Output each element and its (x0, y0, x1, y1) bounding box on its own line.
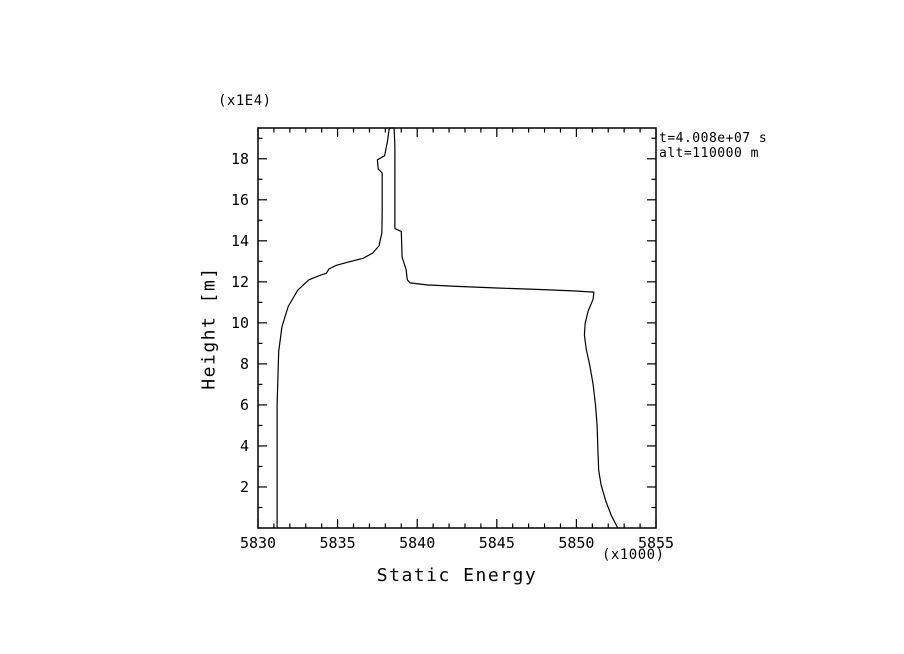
x-tick-label: 5845 (479, 534, 515, 552)
x-tick-label: 5835 (320, 534, 356, 552)
y-tick-label: 6 (240, 396, 249, 414)
static-energy-profile (276, 127, 619, 529)
x-axis-title: Static Energy (376, 565, 538, 586)
x-tick-label: 5830 (240, 534, 276, 552)
annotation-block: t=4.008e+07 s alt=110000 m (659, 131, 767, 161)
annotation-altitude: alt=110000 m (659, 146, 759, 161)
y-tick-label: 8 (240, 355, 249, 373)
y-tick-label: 16 (231, 191, 249, 209)
y-tick-label: 10 (231, 314, 249, 332)
y-axis-title: Height [m] (198, 266, 220, 390)
x-tick-label: 5840 (399, 534, 435, 552)
plot-frame (257, 127, 657, 529)
y-tick-label: 18 (231, 150, 249, 168)
y-tick-label: 4 (240, 437, 249, 455)
annotation-time: t=4.008e+07 s (659, 131, 768, 146)
x-tick-label: 5855 (638, 534, 674, 552)
y-tick-label: 2 (240, 478, 249, 496)
x-tick-label: 5850 (558, 534, 594, 552)
y-tick-label: 14 (231, 232, 249, 250)
y-axis-scale-label: (x1E4) (218, 93, 272, 109)
y-tick-label: 12 (231, 273, 249, 291)
x-axis-scale-label: (x1000) (602, 547, 665, 563)
